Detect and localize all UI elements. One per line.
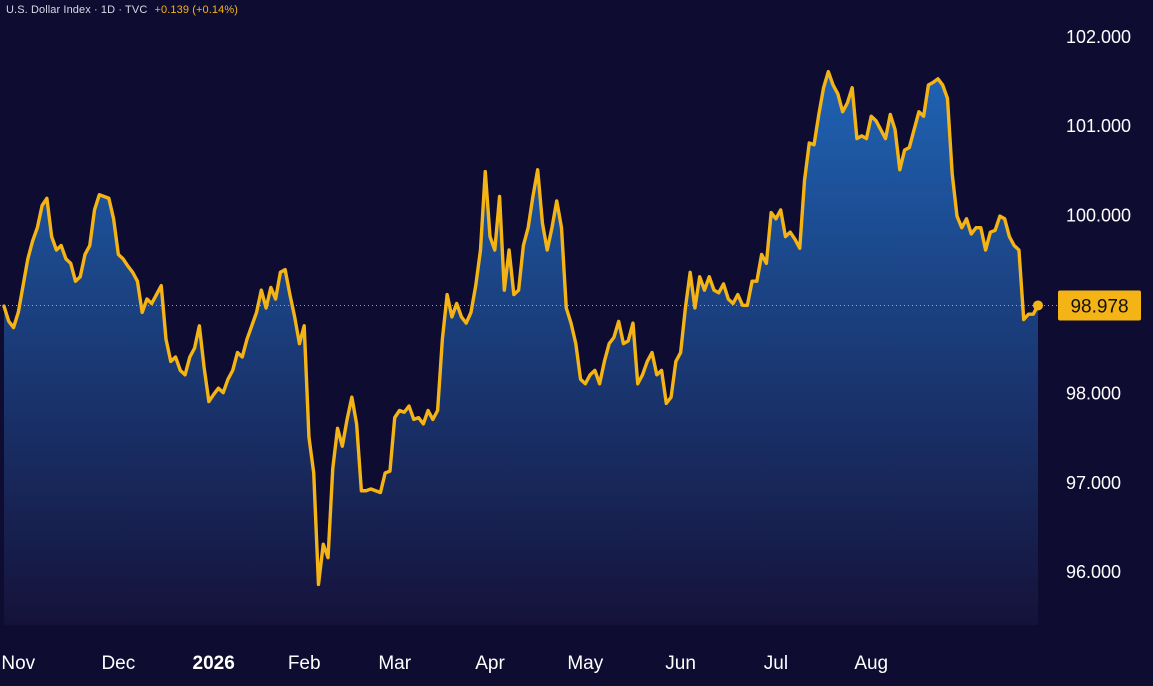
x-axis[interactable]: Nov Dec 2026 Feb Mar Apr May Jun Jul Aug [1, 653, 888, 674]
x-tick-label: 2026 [193, 653, 235, 674]
x-tick-label: Apr [475, 653, 505, 674]
last-point-marker[interactable] [1033, 300, 1043, 311]
symbol-info: U.S. Dollar Index · 1D · TVC [6, 4, 148, 16]
x-tick-label: Mar [378, 653, 411, 674]
price-change: +0.139 (+0.14%) [154, 4, 238, 16]
last-price-label: 98.978 [1058, 290, 1141, 321]
last-price-value: 98.978 [1070, 296, 1128, 317]
y-tick-label: 98.000 [1066, 384, 1121, 404]
y-tick-label: 97.000 [1066, 473, 1121, 493]
area-fill [4, 71, 1038, 626]
x-tick-label: Jun [665, 653, 696, 674]
x-tick-label: Jul [764, 653, 788, 674]
x-tick-label: Feb [288, 653, 321, 674]
x-tick-label: Nov [1, 653, 35, 674]
y-tick-label: 102.000 [1066, 27, 1131, 47]
y-tick-label: 101.000 [1066, 116, 1131, 136]
price-line[interactable] [2, 69, 1040, 587]
plot-area [0, 69, 1058, 626]
y-tick-label: 96.000 [1066, 562, 1121, 582]
x-tick-label: May [567, 653, 603, 674]
chart-header: U.S. Dollar Index · 1D · TVC +0.139 (+0.… [6, 4, 238, 16]
last-price-badge [1058, 290, 1141, 321]
x-tick-label: Dec [101, 653, 135, 674]
y-axis[interactable]: 102.000 101.000 100.000 98.000 97.000 96.000 [1066, 27, 1131, 582]
x-tick-label: Aug [854, 653, 888, 674]
y-tick-label: 100.000 [1066, 205, 1131, 225]
